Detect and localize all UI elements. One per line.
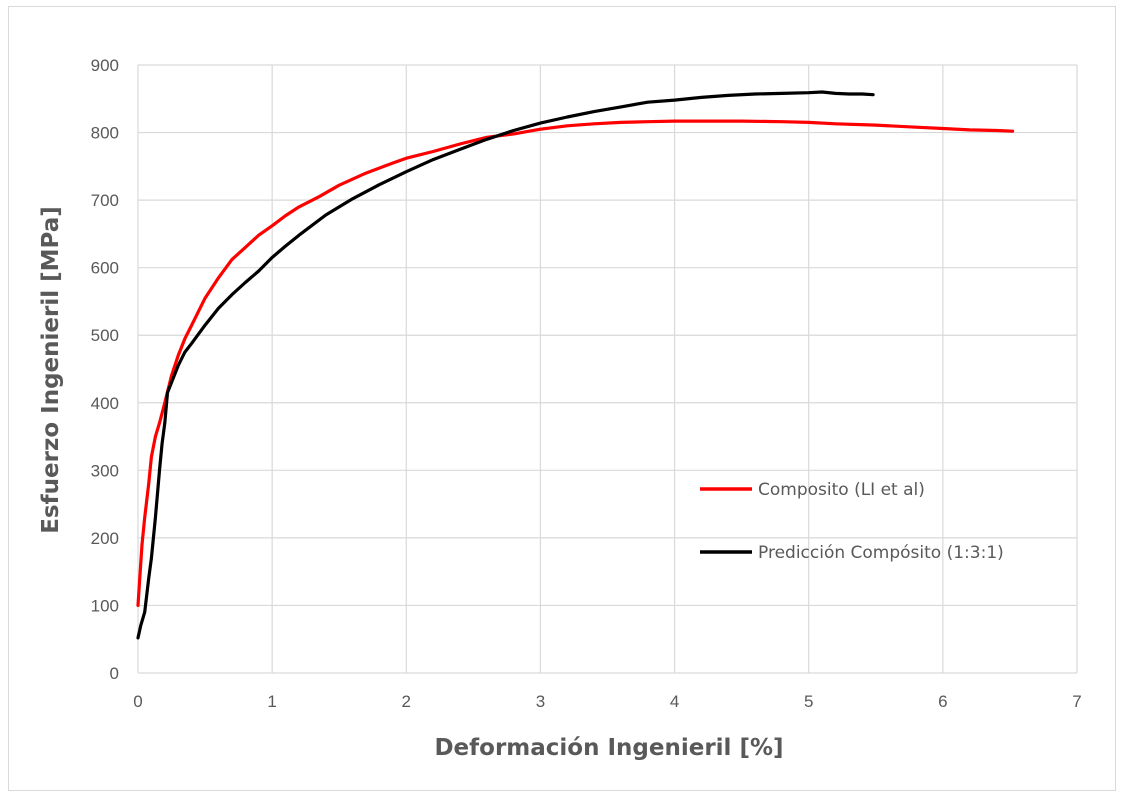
x-axis-title: Deformación Ingenieril [%] — [434, 735, 783, 761]
x-tick-label: 3 — [536, 692, 545, 711]
y-axis-title: Esfuerzo Ingenieril [MPa] — [38, 206, 64, 534]
y-tick-labels: 0 100 200 300 400 500 600 700 800 900 — [91, 56, 119, 683]
x-tick-label: 1 — [267, 692, 276, 711]
y-tick-label: 300 — [91, 461, 119, 480]
chart-frame — [8, 6, 1116, 791]
series-line-2 — [136, 90, 875, 640]
y-tick-label: 0 — [110, 664, 119, 683]
x-tick-label: 0 — [133, 692, 142, 711]
x-tick-label: 2 — [402, 692, 411, 711]
y-tick-label: 900 — [91, 56, 119, 75]
y-tick-label: 200 — [91, 529, 119, 548]
y-tick-label: 800 — [91, 124, 119, 143]
legend-label-series-1: Composito (LI et al) — [758, 480, 925, 500]
x-tick-label: 4 — [670, 692, 679, 711]
x-tick-label: 5 — [804, 692, 813, 711]
series-lines — [136, 90, 1015, 640]
y-tick-label: 700 — [91, 191, 119, 210]
x-tick-labels: 0 1 2 3 4 5 6 7 — [133, 692, 1081, 711]
legend-label-series-2: Predicción Compósito (1:3:1) — [758, 543, 1004, 563]
y-tick-label: 500 — [91, 326, 119, 345]
y-tick-label: 100 — [91, 596, 119, 615]
x-tick-label: 6 — [938, 692, 947, 711]
grid-lines — [137, 64, 1078, 674]
legend: Composito (LI et al) Predicción Compósit… — [700, 480, 1004, 563]
series-line-1 — [136, 119, 1015, 608]
y-tick-label: 600 — [91, 259, 119, 278]
x-tick-label: 7 — [1072, 692, 1081, 711]
y-tick-label: 400 — [91, 394, 119, 413]
